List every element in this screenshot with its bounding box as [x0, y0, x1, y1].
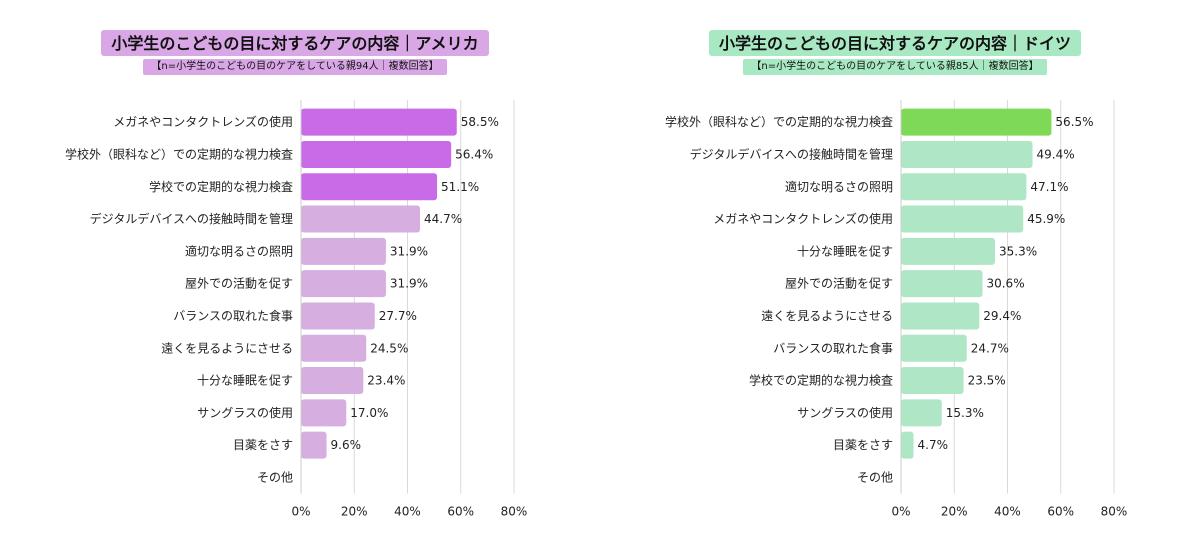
us-bar [301, 399, 347, 427]
us-tick-label: 40% [394, 505, 421, 519]
de-value-label: 35.3% [999, 244, 1037, 258]
us-category-label: その他 [257, 470, 293, 484]
us-value-label: 23.4% [367, 374, 405, 388]
de-category-label: 学校外（眼科など）での定期的な視力検査 [665, 114, 893, 129]
de-category-label: その他 [857, 470, 893, 484]
de-category-label: 適切な明るさの照明 [785, 179, 893, 194]
de-value-label: 24.7% [971, 341, 1009, 355]
us-value-label: 51.1% [441, 180, 479, 194]
us-category-label: 学校での定期的な視力検査 [149, 179, 293, 194]
de-title-block: 小学生のこどもの目に対するケアの内容｜ドイツ 【n=小学生のこどもの目のケアをし… [690, 30, 1100, 75]
de-category-label: デジタルデバイスへの接触時間を管理 [690, 146, 893, 161]
de-value-label: 29.4% [983, 309, 1021, 323]
de-category-label: メガネやコンタクトレンズの使用 [713, 211, 893, 226]
de-value-label: 56.5% [1055, 115, 1093, 129]
us-value-label: 58.5% [461, 115, 499, 129]
us-value-label: 24.5% [370, 341, 408, 355]
de-category-label: 十分な睡眠を促す [797, 244, 893, 258]
us-value-label: 9.6% [331, 438, 362, 452]
us-category-label: 遠くを見るようにさせる [161, 341, 293, 355]
de-bar [901, 173, 1027, 201]
de-bar [901, 367, 964, 395]
de-category-label: 屋外での活動を促す [785, 277, 893, 291]
us-bar [301, 431, 327, 459]
us-category-label: 屋外での活動を促す [185, 277, 293, 291]
us-category-label: 適切な明るさの照明 [185, 243, 293, 258]
us-value-label: 31.9% [390, 244, 428, 258]
us-value-label: 17.0% [350, 406, 388, 420]
us-category-label: メガネやコンタクトレンズの使用 [113, 114, 293, 129]
us-value-label: 31.9% [390, 277, 428, 291]
de-tick-label: 0% [891, 505, 910, 519]
us-category-label: バランスの取れた食事 [173, 308, 293, 323]
de-value-label: 23.5% [968, 374, 1006, 388]
us-bar [301, 140, 452, 168]
de-chart-title: 小学生のこどもの目に対するケアの内容｜ドイツ [708, 30, 1081, 56]
de-category-label: 学校での定期的な視力検査 [749, 373, 893, 388]
de-bar [901, 108, 1052, 136]
us-value-label: 56.4% [455, 147, 493, 161]
us-category-label: 目薬をさす [233, 438, 293, 452]
us-tick-label: 0% [291, 505, 310, 519]
us-bar [301, 237, 386, 265]
de-value-label: 15.3% [946, 406, 984, 420]
de-category-label: 遠くを見るようにさせる [761, 309, 893, 323]
de-category-label: 目薬をさす [833, 438, 893, 452]
de-bar [901, 237, 995, 265]
us-category-label: サングラスの使用 [197, 405, 293, 420]
de-bar [901, 399, 942, 427]
de-chart-subtitle: 【n=小学生のこどもの目のケアをしている親85人｜複数回答】 [743, 59, 1047, 75]
de-value-label: 49.4% [1037, 147, 1075, 161]
us-bar-chart: メガネやコンタクトレンズの使用 58.5% 学校外（眼科など）での定期的な視力検査 5… [65, 100, 528, 519]
de-category-label: バランスの取れた食事 [773, 340, 893, 355]
us-bar [301, 205, 421, 233]
de-value-label: 30.6% [986, 277, 1024, 291]
de-bar [901, 302, 980, 330]
us-category-label: 十分な睡眠を促す [197, 374, 293, 388]
us-bar [301, 367, 364, 395]
de-bar [901, 431, 914, 459]
us-value-label: 27.7% [379, 309, 417, 323]
us-bar [301, 334, 367, 362]
de-value-label: 4.7% [918, 438, 949, 452]
de-bar [901, 140, 1033, 168]
us-chart-subtitle: 【n=小学生のこどもの目のケアをしている親94人｜複数回答】 [143, 59, 447, 75]
de-tick-label: 60% [1047, 505, 1074, 519]
de-category-label: サングラスの使用 [797, 405, 893, 420]
de-bar [901, 205, 1024, 233]
us-bar [301, 302, 375, 330]
de-value-label: 47.1% [1030, 180, 1068, 194]
de-tick-label: 40% [994, 505, 1021, 519]
us-bar [301, 173, 438, 201]
us-title-block: 小学生のこどもの目に対するケアの内容｜アメリカ 【n=小学生のこどもの目のケアを… [90, 30, 500, 75]
us-tick-label: 20% [341, 505, 368, 519]
us-category-label: デジタルデバイスへの接触時間を管理 [90, 211, 293, 226]
us-chart-title: 小学生のこどもの目に対するケアの内容｜アメリカ [101, 30, 489, 56]
de-tick-label: 20% [941, 505, 968, 519]
de-value-label: 45.9% [1027, 212, 1065, 226]
us-bar [301, 108, 457, 136]
de-bar-chart: 学校外（眼科など）での定期的な視力検査 56.5% デジタルデバイスへの接触時間を管… [665, 100, 1128, 519]
us-category-label: 学校外（眼科など）での定期的な視力検査 [65, 146, 293, 161]
us-tick-label: 60% [447, 505, 474, 519]
de-bar [901, 334, 967, 362]
de-tick-label: 80% [1101, 505, 1128, 519]
us-bar [301, 270, 386, 298]
us-tick-label: 80% [501, 505, 528, 519]
us-value-label: 44.7% [424, 212, 462, 226]
de-bar [901, 270, 983, 298]
